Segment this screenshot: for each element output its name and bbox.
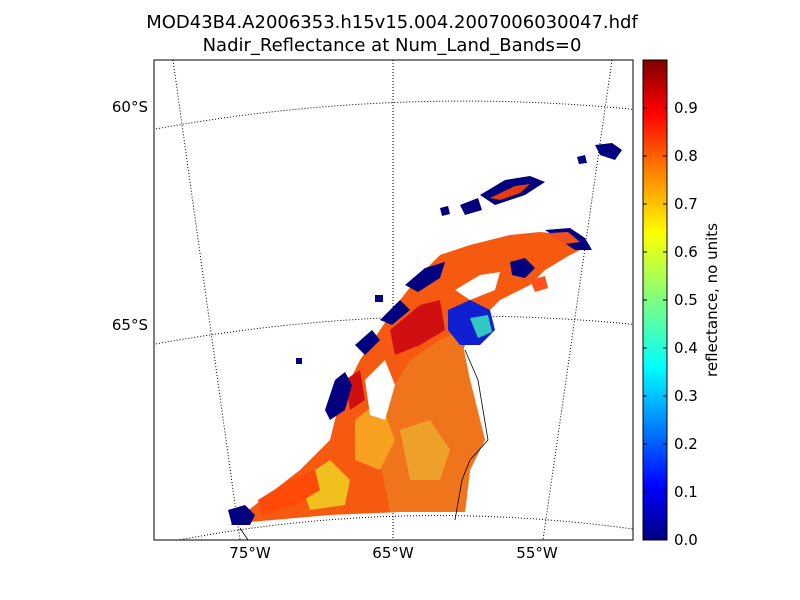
colorbar-tick-label: 0.1 xyxy=(674,483,698,501)
islet-west-1 xyxy=(375,295,383,302)
coast-fringe-southwest xyxy=(228,505,255,525)
islet-north xyxy=(440,206,450,216)
lon-label-55w: 55°W xyxy=(516,544,558,562)
colorbar-tick-label: 0.2 xyxy=(674,435,698,453)
island-ne-1-ice xyxy=(550,232,580,244)
southwest-ice xyxy=(258,470,320,515)
peninsula-plateau xyxy=(380,330,485,512)
map-frame xyxy=(153,59,634,541)
lon-label-65w: 65°W xyxy=(372,544,414,562)
islet-west-2 xyxy=(296,358,302,364)
parallel-70s xyxy=(176,515,633,540)
colorbar-tick-label: 0.8 xyxy=(674,147,698,165)
colorbar: 0.0 0.1 0.2 0.3 0.4 0.5 0.6 0.7 0.8 0.9 reflectan… xyxy=(642,59,721,549)
island-north-2 xyxy=(460,198,482,215)
coastline-east xyxy=(454,349,489,521)
colorbar-tick-label: 0.3 xyxy=(674,387,698,405)
lon-label-75w: 75°W xyxy=(229,544,271,562)
colorbar-tick-label: 0.7 xyxy=(674,195,698,213)
islet-ne xyxy=(577,155,587,164)
map-content xyxy=(154,60,633,540)
colorbar-tick-label: 0.5 xyxy=(674,291,698,309)
lat-label-65s: 65°S xyxy=(112,316,148,334)
island-far-ne xyxy=(595,143,622,160)
map-title-filename: MOD43B4.A2006353.h15v15.004.200700603004… xyxy=(146,12,638,33)
nodata-gap-1 xyxy=(365,360,395,420)
map-title-variable: Nadir_Reflectance at Num_Land_Bands=0 xyxy=(202,35,582,56)
lat-label-60s: 60°S xyxy=(112,98,148,116)
patch-darkred-1 xyxy=(390,300,445,355)
coast-fringe-west-2 xyxy=(355,330,380,355)
coastline-south xyxy=(239,527,249,540)
colorbar-tick-label: 0.9 xyxy=(674,99,698,117)
island-mid-east-2 xyxy=(530,276,548,292)
parallel-60s xyxy=(154,100,633,130)
nodata-gap-2 xyxy=(455,272,500,300)
colorbar-tick-label: 0.6 xyxy=(674,243,698,261)
patch-darkred-2 xyxy=(345,370,365,410)
colorbar-tick-label: 0.4 xyxy=(674,339,698,357)
colorbar-label: reflectance, no units xyxy=(703,223,721,377)
island-mid-east xyxy=(510,258,535,278)
coast-fringe-north xyxy=(405,262,445,292)
coast-fringe-west-3 xyxy=(380,300,410,325)
island-north-1-ice xyxy=(490,184,530,200)
bay-mid-reflectance xyxy=(470,315,492,338)
reflectance-raster xyxy=(228,143,622,525)
patch-yellow-3 xyxy=(400,420,450,480)
colorbar-tick-label: 0.0 xyxy=(674,531,698,549)
colorbar-ticks: 0.0 0.1 0.2 0.3 0.4 0.5 0.6 0.7 0.8 0.9 xyxy=(643,99,698,549)
coast-fringe-west-1 xyxy=(325,372,352,420)
parallel-65s xyxy=(154,315,633,345)
